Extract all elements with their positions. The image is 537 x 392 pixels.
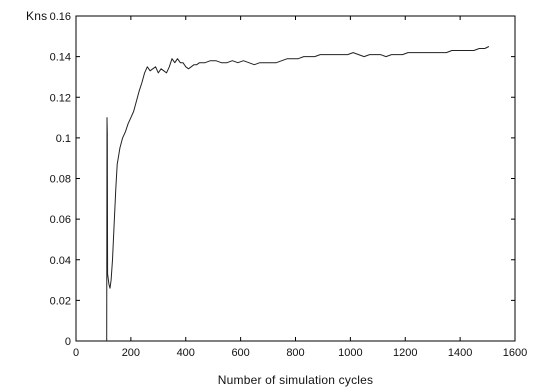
- y-tick-label: 0.02: [50, 295, 71, 307]
- y-axis-title: Kns: [26, 9, 47, 23]
- y-tick-label: 0.12: [50, 92, 71, 104]
- plot-area: [75, 15, 516, 342]
- y-tick-label: 0.16: [50, 11, 71, 23]
- x-tick-label: 600: [231, 347, 249, 359]
- y-tick-label: 0: [65, 336, 71, 348]
- x-tick-label: 400: [177, 347, 195, 359]
- series-line: [106, 46, 490, 342]
- x-tick-label: 800: [286, 347, 304, 359]
- x-tick-label: 1200: [393, 347, 417, 359]
- y-tick-label: 0.14: [50, 52, 71, 64]
- x-tick-label: 200: [122, 347, 140, 359]
- series-layer: [106, 46, 490, 342]
- x-axis-ticks: 0 200 400 600 800 1000 1200 1400 1600: [73, 16, 527, 359]
- x-tick-label: 0: [73, 347, 79, 359]
- x-tick-label: 1000: [338, 347, 362, 359]
- y-tick-label: 0.04: [50, 255, 71, 267]
- x-tick-label: 1400: [448, 347, 472, 359]
- x-axis-title: Number of simulation cycles: [218, 373, 373, 387]
- y-tick-label: 0.08: [50, 174, 71, 186]
- x-tick-label: 1600: [503, 347, 527, 359]
- y-tick-label: 0.1: [56, 133, 71, 145]
- y-axis-ticks: 0 0.02 0.04 0.06 0.08 0.1 0.12 0.14 0.16: [50, 11, 515, 348]
- y-tick-label: 0.06: [50, 214, 71, 226]
